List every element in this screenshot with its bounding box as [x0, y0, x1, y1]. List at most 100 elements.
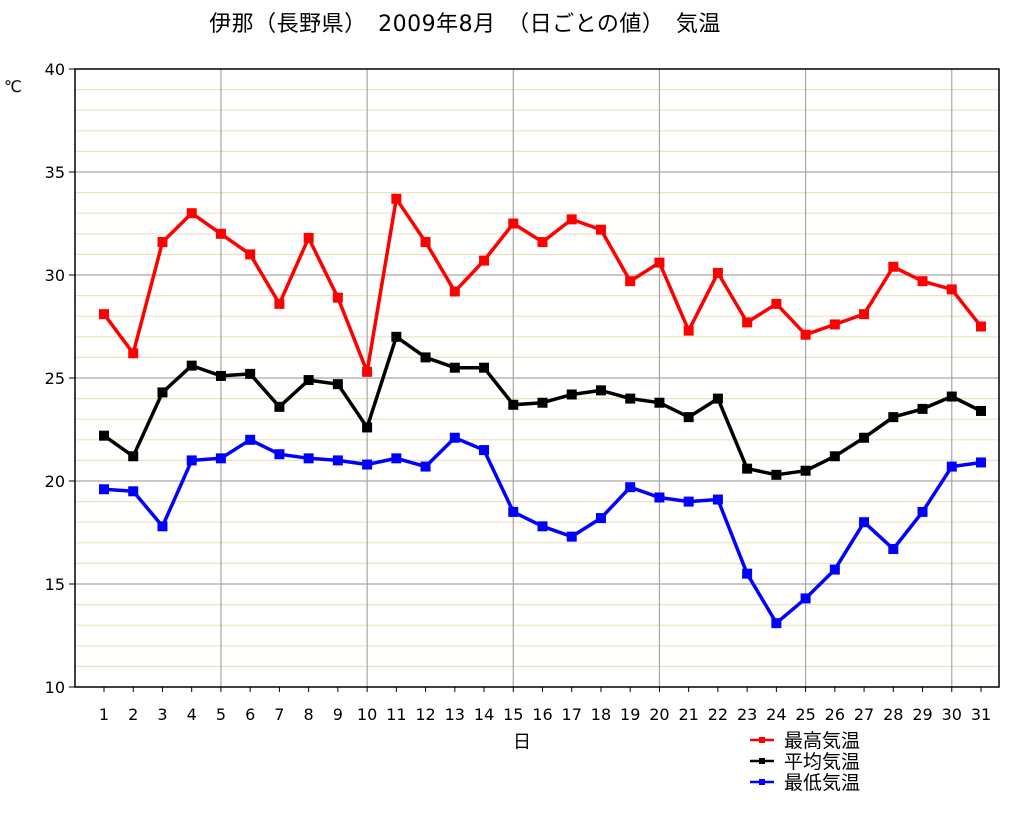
x-tick-label: 17 [562, 705, 582, 724]
data-point [245, 368, 256, 379]
data-point [362, 422, 373, 433]
data-point [391, 193, 402, 204]
legend-swatch-marker [759, 758, 765, 764]
legend-swatch-marker [759, 737, 765, 743]
data-point [186, 455, 197, 466]
data-point [420, 352, 431, 363]
data-point [479, 445, 490, 456]
data-point [245, 434, 256, 445]
data-point [712, 393, 723, 404]
y-tick-label: 35 [45, 163, 65, 182]
x-tick-label: 20 [649, 705, 669, 724]
data-point [274, 298, 285, 309]
data-point [508, 399, 519, 410]
data-point [946, 284, 957, 295]
data-point [771, 618, 782, 629]
data-point [917, 276, 928, 287]
x-tick-label: 5 [216, 705, 226, 724]
data-point [449, 432, 460, 443]
y-axis-ticks: 10 15 20 25 30 35 40 [45, 60, 75, 697]
data-point [859, 309, 870, 320]
data-point [859, 517, 870, 528]
data-point [654, 397, 665, 408]
y-tick-label: 20 [45, 472, 65, 491]
data-point [332, 379, 343, 390]
data-point [362, 366, 373, 377]
x-axis-ticks: 1 2 3 4 5 6 7 8 9 10 11 12 13 14 15 16 17 18 19 20 21 22 23 24 2… [99, 687, 991, 724]
data-point [303, 232, 314, 243]
x-tick-label: 15 [503, 705, 523, 724]
data-point [449, 286, 460, 297]
data-point [829, 451, 840, 462]
x-tick-label: 12 [415, 705, 435, 724]
x-tick-label: 25 [795, 705, 815, 724]
data-point [186, 360, 197, 371]
data-point [625, 276, 636, 287]
y-tick-label: 25 [45, 369, 65, 388]
data-point [479, 362, 490, 373]
x-tick-label: 30 [942, 705, 962, 724]
data-point [712, 494, 723, 505]
data-point [800, 329, 811, 340]
data-point [946, 391, 957, 402]
x-tick-label: 2 [128, 705, 138, 724]
data-point [420, 461, 431, 472]
data-point [157, 521, 168, 532]
x-tick-label: 9 [333, 705, 343, 724]
x-tick-label: 23 [737, 705, 757, 724]
data-point [537, 397, 548, 408]
data-point [654, 257, 665, 268]
x-tick-label: 13 [445, 705, 465, 724]
data-point [566, 214, 577, 225]
data-point [508, 218, 519, 229]
chart-title: 伊那（長野県） 2009年8月 （日ごとの値） 気温 [209, 12, 721, 37]
data-point [215, 228, 226, 239]
data-point [888, 412, 899, 423]
data-point [976, 405, 986, 416]
data-point [683, 496, 694, 507]
data-point [99, 309, 109, 320]
data-point [186, 208, 197, 219]
data-point [829, 564, 840, 575]
data-point [888, 261, 899, 272]
x-tick-label: 24 [766, 705, 786, 724]
y-tick-label: 15 [45, 575, 65, 594]
y-tick-label: 10 [45, 678, 65, 697]
data-point [595, 385, 606, 396]
data-point [99, 430, 109, 441]
y-tick-label: 30 [45, 266, 65, 285]
x-tick-label: 27 [854, 705, 874, 724]
data-point [800, 593, 811, 604]
data-point [771, 469, 782, 480]
x-tick-label: 28 [883, 705, 903, 724]
data-point [654, 492, 665, 503]
data-point [683, 325, 694, 336]
legend-label: 最高気温 [784, 730, 860, 752]
data-point [157, 237, 168, 248]
data-point [829, 319, 840, 330]
data-point [742, 463, 753, 474]
data-point [976, 321, 986, 332]
x-tick-label: 19 [620, 705, 640, 724]
data-point [332, 455, 343, 466]
x-tick-label: 7 [274, 705, 284, 724]
data-point [800, 465, 811, 476]
major-gridlines [75, 69, 999, 687]
data-point [888, 543, 899, 554]
data-point [128, 451, 139, 462]
data-point [449, 362, 460, 373]
data-point [303, 453, 314, 464]
x-tick-label: 29 [912, 705, 932, 724]
data-point [99, 484, 109, 495]
data-point [537, 521, 548, 532]
data-point [391, 453, 402, 464]
data-point [566, 389, 577, 400]
legend-label: 最低気温 [784, 772, 860, 794]
x-tick-label: 11 [386, 705, 406, 724]
data-point [274, 401, 285, 412]
data-point [362, 459, 373, 470]
minor-gridlines [75, 88, 999, 668]
data-point [917, 403, 928, 414]
